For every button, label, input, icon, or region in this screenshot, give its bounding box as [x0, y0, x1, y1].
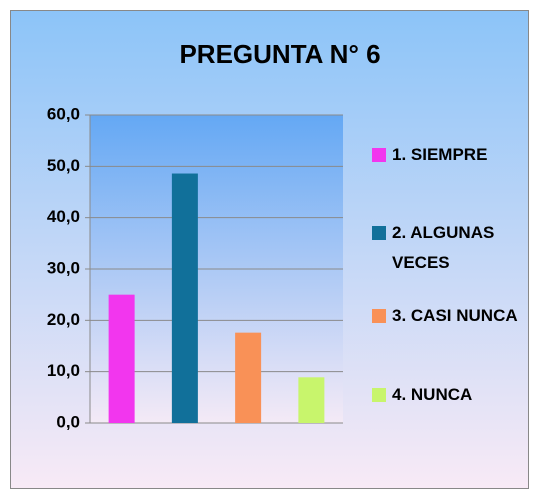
legend-label: 3. CASI NUNCA [392, 306, 518, 325]
bar [235, 332, 262, 423]
legend-swatch [372, 226, 386, 240]
legend-swatch [372, 309, 386, 323]
legend-label: 1. SIEMPRE [392, 145, 488, 164]
y-tick-label: 20,0 [47, 310, 80, 329]
y-tick-label: 40,0 [47, 207, 80, 226]
legend-swatch [372, 388, 386, 402]
y-tick-label: 0,0 [56, 412, 80, 431]
bar [108, 294, 135, 423]
chart-title: PREGUNTA N° 6 [179, 39, 380, 69]
bar [298, 377, 325, 423]
legend-label: 2. ALGUNAS VECES [392, 223, 495, 272]
legend-label: 4. NUNCA [392, 385, 473, 404]
bar [171, 173, 198, 423]
legend-swatch [372, 148, 386, 162]
y-tick-label: 50,0 [47, 156, 80, 175]
y-tick-label: 30,0 [47, 258, 80, 277]
y-tick-label: 60,0 [47, 104, 80, 123]
y-tick-label: 10,0 [47, 361, 80, 380]
